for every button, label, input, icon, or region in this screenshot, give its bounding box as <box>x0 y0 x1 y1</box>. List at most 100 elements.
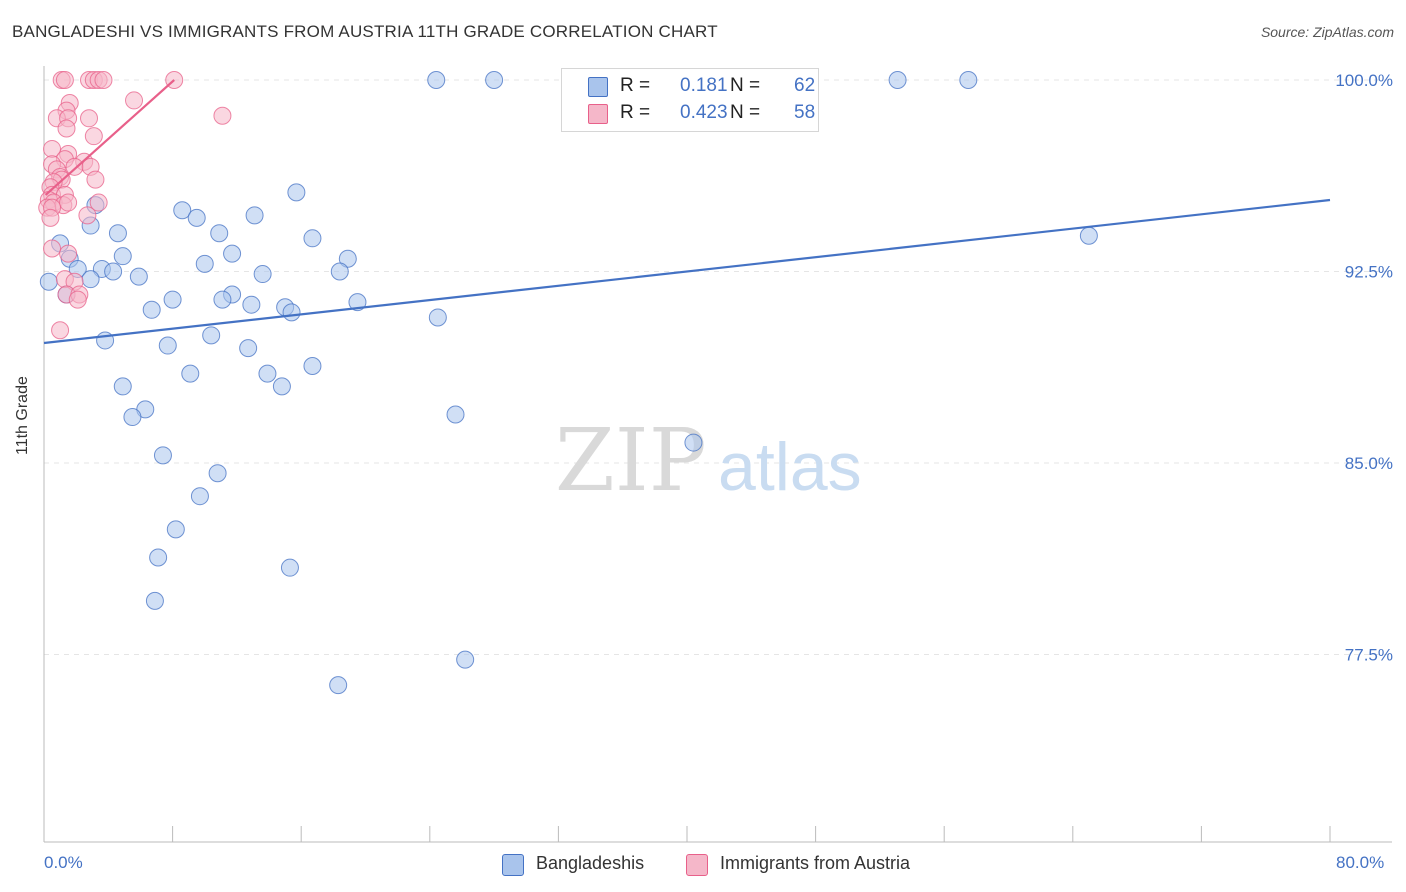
x-tick-label-max: 80.0% <box>1336 853 1385 872</box>
austria-point <box>41 208 60 227</box>
bangladeshi-point <box>258 364 277 383</box>
legend-r-value: 0.181 <box>680 75 728 96</box>
legend-label-bangladeshis: Bangladeshis <box>536 853 645 873</box>
bangladeshi-point <box>959 71 978 89</box>
trend-line <box>44 79 175 196</box>
legend-n-value: 58 <box>794 102 816 123</box>
bangladeshi-point <box>153 446 172 465</box>
bangladeshi-point <box>129 267 148 286</box>
legend-swatch-blue <box>502 854 524 876</box>
bangladeshi-point <box>329 676 348 695</box>
bangladeshi-point <box>39 272 58 291</box>
trend-lines <box>43 79 1331 345</box>
legend-swatch-pink <box>588 104 608 124</box>
bangladeshi-point <box>210 224 229 243</box>
bangladeshi-point <box>1079 226 1098 245</box>
austria-point <box>68 290 87 309</box>
bangladeshi-point <box>427 71 446 89</box>
bangladeshi-point <box>202 326 221 345</box>
y-tick-label: 85.0% <box>1345 454 1393 473</box>
chart-title: BANGLADESHI VS IMMIGRANTS FROM AUSTRIA 1… <box>12 22 718 41</box>
bangladeshi-point <box>187 208 206 227</box>
bangladeshi-point <box>181 364 200 383</box>
legend-n-value: 62 <box>794 75 816 96</box>
bangladeshi-point <box>287 183 306 202</box>
bangladeshi-point <box>485 71 504 89</box>
bangladeshi-point <box>81 270 100 289</box>
legend-n-label: N = <box>730 75 761 96</box>
austria-point <box>59 193 78 212</box>
austria-point <box>43 239 62 258</box>
austria-point <box>80 109 99 128</box>
bangladeshi-point <box>239 339 258 358</box>
bangladeshi-point <box>282 303 301 322</box>
trend-line <box>43 198 1331 345</box>
bangladeshi-point <box>280 558 299 577</box>
bangladeshi-point <box>303 229 322 248</box>
bangladeshi-point <box>330 262 349 281</box>
legend-r-label: R = <box>620 102 651 123</box>
bangladeshi-point <box>149 548 168 567</box>
bangladeshi-point <box>888 71 907 89</box>
bangladeshi-point <box>272 377 291 396</box>
bangladeshi-point <box>446 405 465 424</box>
bangladeshi-point <box>348 293 367 312</box>
bangladeshi-point <box>213 290 232 309</box>
watermark-zip: ZIP <box>555 411 707 511</box>
bangladeshi-point <box>108 224 127 243</box>
austria-points <box>38 71 232 340</box>
austria-point <box>78 206 97 225</box>
bangladeshi-point <box>166 520 185 539</box>
legend-swatch-blue <box>588 77 608 97</box>
austria-point <box>59 244 78 263</box>
legend-swatch-pink <box>686 854 708 876</box>
bangladeshi-point <box>195 254 214 273</box>
austria-point <box>89 193 108 212</box>
legend-label-austria: Immigrants from Austria <box>720 853 911 873</box>
axes <box>43 66 1392 843</box>
austria-point <box>57 119 76 138</box>
bangladeshi-point <box>163 290 182 309</box>
austria-point <box>55 71 74 89</box>
y-tick-label: 100.0% <box>1335 71 1393 90</box>
grid-lines <box>44 79 1392 655</box>
watermark-atlas: atlas <box>718 429 862 505</box>
bangladeshi-point <box>253 265 272 284</box>
austria-point <box>84 127 103 146</box>
bangladeshi-point <box>456 650 475 669</box>
bangladeshi-point <box>173 201 192 220</box>
legend-n-label: N = <box>730 102 761 123</box>
bangladeshi-point <box>113 377 132 396</box>
legend-r-label: R = <box>620 75 651 96</box>
austria-point <box>51 321 70 340</box>
austria-point <box>86 170 105 189</box>
austria-point <box>94 71 113 89</box>
stats-legend: R = 0.181 N = 62 R = 0.423 N = 58 <box>561 68 819 132</box>
bangladeshi-point <box>428 308 447 327</box>
bangladeshi-point <box>223 244 242 263</box>
x-tick-label-min: 0.0% <box>44 853 83 872</box>
bangladeshi-point <box>113 247 132 266</box>
y-tick-label: 92.5% <box>1345 263 1393 282</box>
legend-r-value: 0.423 <box>680 102 728 123</box>
bangladeshi-point <box>190 487 209 506</box>
source-label: Source: ZipAtlas.com <box>1260 24 1394 40</box>
austria-point <box>125 91 144 110</box>
bangladeshi-point <box>142 300 161 319</box>
austria-point <box>65 157 84 176</box>
bangladeshi-point <box>684 433 703 452</box>
bangladeshi-point <box>145 591 164 610</box>
bangladeshi-point <box>242 295 261 314</box>
bangladeshi-point <box>338 249 357 268</box>
bangladeshi-point <box>104 262 123 281</box>
bangladeshi-point <box>123 408 142 427</box>
y-tick-label: 77.5% <box>1345 646 1393 665</box>
watermark: ZIP atlas <box>555 411 862 511</box>
austria-point <box>213 106 232 125</box>
bangladeshi-point <box>208 464 227 483</box>
bangladeshi-point <box>158 336 177 355</box>
bangladeshi-point <box>245 206 264 225</box>
bangladeshi-point <box>303 356 322 375</box>
bangladeshi-points <box>39 71 1098 695</box>
